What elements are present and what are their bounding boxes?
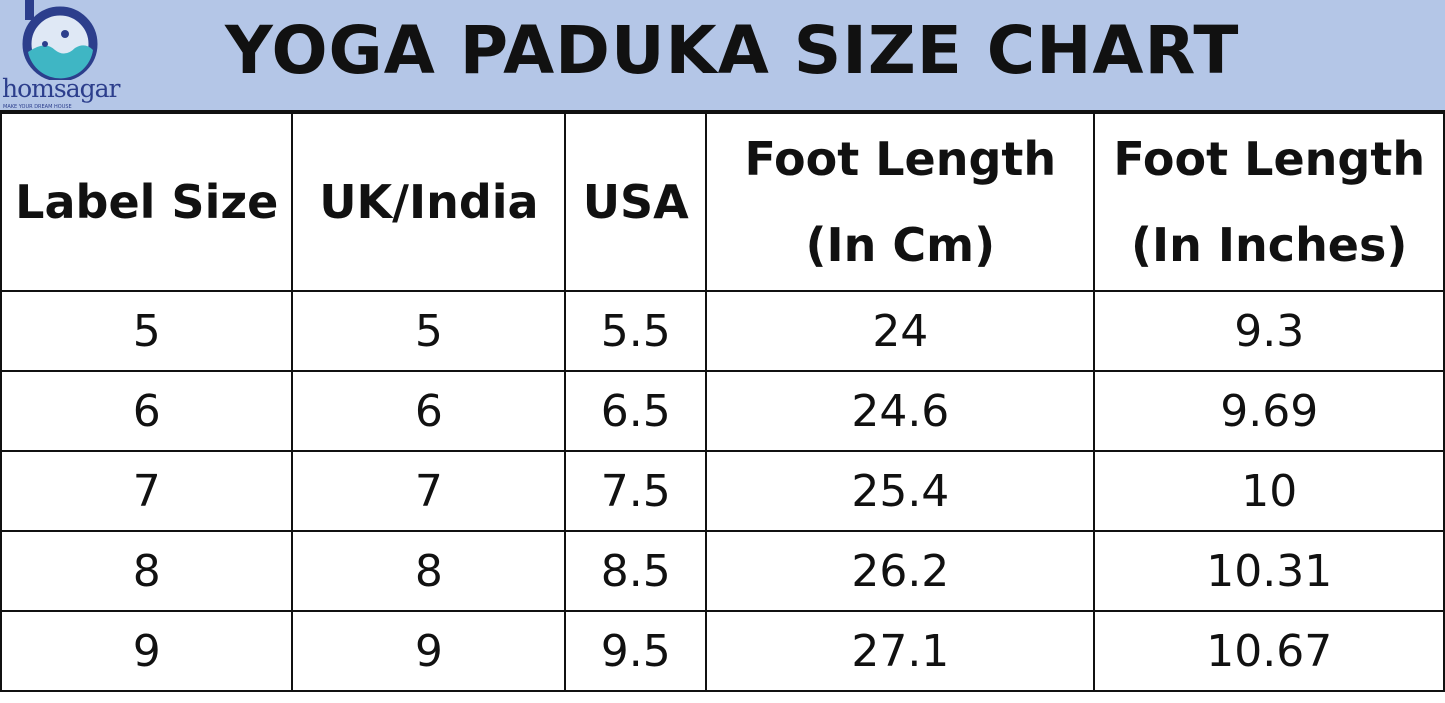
- cell-label-size: 8: [0, 530, 294, 612]
- cell-foot-length-cm: 25.4: [705, 450, 1096, 532]
- cell-foot-length-inches: 10: [1093, 450, 1445, 532]
- cell-foot-length-inches: 9.69: [1093, 370, 1445, 452]
- logo-icon: [22, 0, 98, 82]
- cell-foot-length-cm: 24: [705, 290, 1096, 372]
- cell-usa: 7.5: [564, 450, 708, 532]
- page-title: YOGA PADUKA SIZE CHART: [225, 12, 1240, 89]
- cell-usa: 8.5: [564, 530, 708, 612]
- title-banner: homsagar MAKE YOUR DREAM HOUSE YOGA PADU…: [0, 0, 1445, 113]
- cell-uk-india: 6: [291, 370, 567, 452]
- header-foot-length-inches: Foot Length (In Inches): [1093, 112, 1445, 292]
- cell-label-size: 6: [0, 370, 294, 452]
- table-row: 5 5 5.5 24 9.3: [0, 290, 1445, 372]
- table-row: 6 6 6.5 24.6 9.69: [0, 370, 1445, 452]
- header-uk-india: UK/India: [291, 112, 567, 292]
- cell-foot-length-inches: 10.31: [1093, 530, 1445, 612]
- cell-foot-length-inches: 9.3: [1093, 290, 1445, 372]
- cell-uk-india: 8: [291, 530, 567, 612]
- cell-uk-india: 7: [291, 450, 567, 532]
- cell-usa: 9.5: [564, 610, 708, 692]
- cell-label-size: 7: [0, 450, 294, 532]
- table-row: 9 9 9.5 27.1 10.67: [0, 610, 1445, 692]
- cell-uk-india: 9: [291, 610, 567, 692]
- cell-usa: 6.5: [564, 370, 708, 452]
- size-chart-table: Label Size UK/India USA Foot Length (In …: [0, 112, 1445, 692]
- header-row: Label Size UK/India USA Foot Length (In …: [0, 112, 1445, 292]
- cell-label-size: 9: [0, 610, 294, 692]
- cell-uk-india: 5: [291, 290, 567, 372]
- cell-usa: 5.5: [564, 290, 708, 372]
- table-row: 7 7 7.5 25.4 10: [0, 450, 1445, 532]
- logo-tagline: MAKE YOUR DREAM HOUSE: [3, 104, 72, 110]
- cell-foot-length-cm: 24.6: [705, 370, 1096, 452]
- header-usa: USA: [564, 112, 708, 292]
- cell-foot-length-cm: 27.1: [705, 610, 1096, 692]
- cell-foot-length-inches: 10.67: [1093, 610, 1445, 692]
- table-row: 8 8 8.5 26.2 10.31: [0, 530, 1445, 612]
- cell-label-size: 5: [0, 290, 294, 372]
- cell-foot-length-cm: 26.2: [705, 530, 1096, 612]
- logo-wordmark: homsagar: [2, 74, 120, 103]
- header-foot-length-cm: Foot Length (In Cm): [705, 112, 1096, 292]
- homsagar-logo: homsagar MAKE YOUR DREAM HOUSE: [0, 0, 130, 118]
- header-label-size: Label Size: [0, 112, 294, 292]
